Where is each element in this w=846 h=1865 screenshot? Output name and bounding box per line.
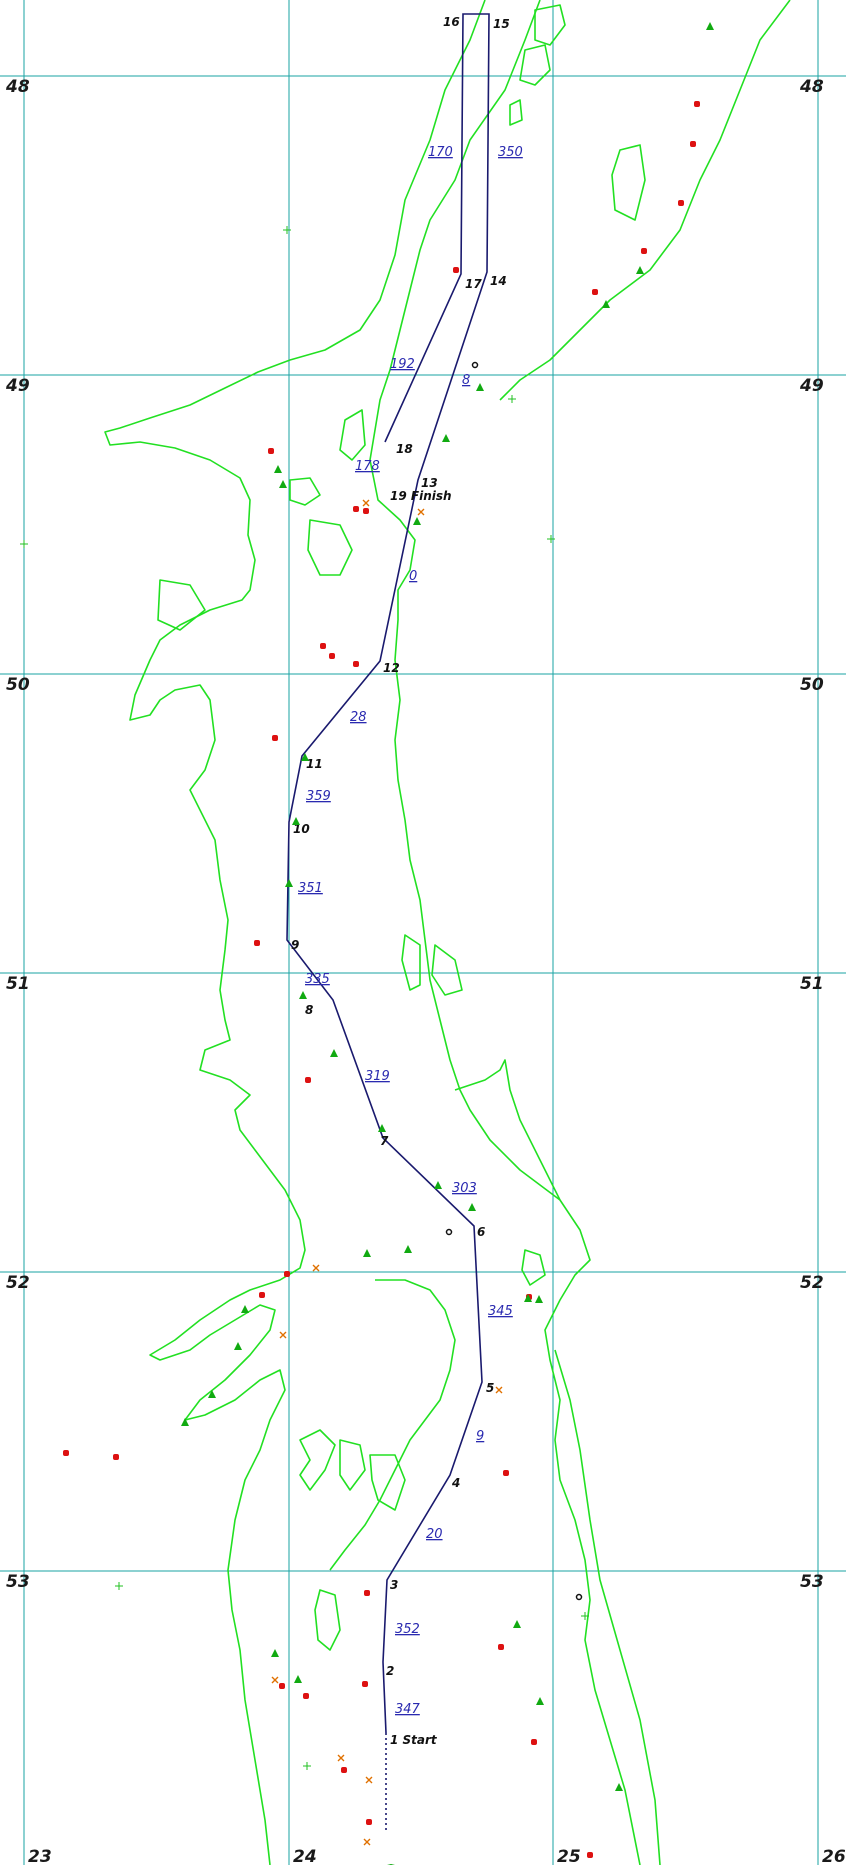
waypoint-1-label: 1 Start: [390, 1733, 438, 1747]
waypoint-13-label: 13: [421, 476, 438, 490]
shoreline-island-north-1: [534, 4, 566, 46]
waypoint-2-label: 2: [386, 1664, 394, 1678]
shoreline-west-lower: [554, 1349, 661, 1865]
shoreline-east: [369, 0, 641, 1865]
shoreline-island-river-2: [431, 944, 463, 996]
heading-label: 28: [350, 710, 367, 725]
shoreline-island-south-4: [314, 1589, 341, 1651]
waypoint-10-label: 10: [293, 822, 310, 836]
shoreline-island-north-2: [519, 44, 551, 86]
heading-label: 350: [498, 145, 523, 160]
waypoint-12-label: 12: [383, 661, 400, 675]
shoreline-island-mid-2: [289, 477, 321, 506]
shorelines: [104, 0, 791, 1865]
waypoint-6-label: 6: [477, 1225, 485, 1239]
shoreline-island-east-river: [521, 1249, 546, 1286]
lat-label-left: 52: [6, 1273, 30, 1293]
heading-label: 335: [305, 972, 330, 987]
shoreline-far-east: [499, 0, 791, 401]
shoreline-island-mid-3: [307, 519, 353, 576]
lat-label-right: 52: [800, 1273, 824, 1293]
waypoint-11-label: 11: [306, 757, 323, 771]
heading-label: 192: [390, 357, 415, 372]
heading-label: 20: [426, 1527, 443, 1542]
heading-label: 8: [462, 373, 470, 388]
shoreline-island-river-1: [401, 934, 421, 991]
lat-label-right: 48: [799, 77, 824, 97]
waypoint-16-label: 16: [443, 15, 460, 29]
waypoint-18-label: 18: [396, 442, 413, 456]
waypoint-8-label: 8: [305, 1003, 313, 1017]
lat-label-left: 50: [6, 675, 30, 695]
lat-label-right: 53: [800, 1572, 824, 1592]
lat-label-left: 53: [6, 1572, 30, 1592]
heading-label: 351: [298, 881, 323, 896]
waypoint-3-label: 3: [390, 1578, 398, 1592]
shoreline-inner-curve: [329, 1279, 456, 1571]
lat-label-right: 51: [800, 974, 824, 994]
shoreline-east-channel: [454, 1059, 561, 1201]
waypoint-4-label: 4: [451, 1476, 460, 1490]
heading-label: 9: [476, 1429, 484, 1444]
heading-label: 170: [428, 145, 453, 160]
shoreline-island-south-1: [299, 1429, 336, 1491]
lat-label-left: 49: [5, 376, 30, 396]
heading-labels: 347 352 20 9 345 303 319 335 351 359 28 …: [298, 145, 523, 1717]
heading-label: 319: [365, 1069, 390, 1084]
heading-label: 0: [409, 569, 417, 584]
waypoint-15-label: 15: [493, 17, 510, 31]
waypoint-17-label: 17: [465, 277, 482, 291]
heading-label: 352: [395, 1622, 420, 1637]
heading-label: 347: [395, 1702, 421, 1717]
lat-label-left: 48: [5, 77, 30, 97]
waypoint-7-label: 7: [380, 1134, 389, 1148]
lat-label-right: 49: [799, 376, 824, 396]
lon-label: 23: [28, 1847, 52, 1865]
heading-label: 303: [452, 1181, 477, 1196]
heading-label: 178: [355, 459, 380, 474]
waypoint-9-label: 9: [291, 938, 299, 952]
shoreline-island-west-1: [157, 579, 206, 631]
markers: [20, 22, 714, 1865]
waypoint-19-label: 19 Finish: [390, 489, 452, 503]
lon-label: 24: [293, 1847, 317, 1865]
waypoint-5-label: 5: [486, 1381, 494, 1395]
lat-label-left: 51: [6, 974, 30, 994]
shoreline-island-north-3: [509, 99, 523, 126]
heading-label: 345: [488, 1304, 513, 1319]
green-buoy-icon: [181, 22, 714, 1865]
cross-marker-icon: [20, 226, 589, 1770]
lon-label: 26: [822, 1847, 846, 1865]
lon-label: 25: [557, 1847, 581, 1865]
hazard-x-icon: [271, 499, 503, 1846]
lat-label-right: 50: [800, 675, 824, 695]
waypoint-14-label: 14: [490, 274, 507, 288]
shoreline-west: [104, 0, 486, 1865]
shoreline-island-south-3: [369, 1454, 406, 1511]
route: [286, 13, 490, 1833]
shoreline-island-south-2: [339, 1439, 366, 1491]
shoreline-island-mid-1: [339, 409, 366, 461]
black-buoy-icon: [445, 361, 583, 1601]
waypoint-labels: 1 Start 2 3 4 5 6 7 8 9 10 11 12 13 14 1…: [291, 15, 510, 1747]
grid-labels: 48 48 49 49 50 50 51 51 52 52 53 53 23 2…: [5, 77, 846, 1865]
heading-label: 359: [306, 789, 331, 804]
shoreline-island-east-1: [611, 144, 646, 221]
